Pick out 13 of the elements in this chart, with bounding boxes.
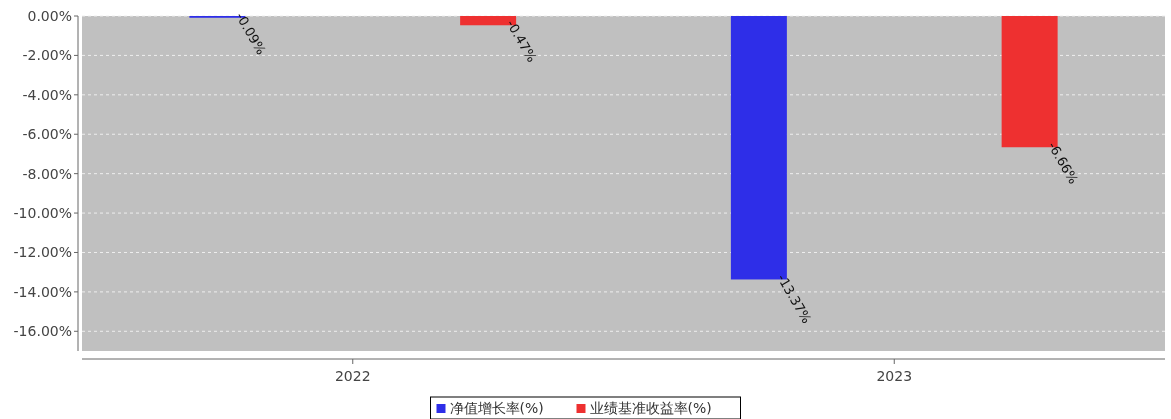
y-tick-label: -14.00% <box>13 283 72 300</box>
y-tick-label: -16.00% <box>13 323 72 340</box>
x-tick-label: 2022 <box>334 368 371 384</box>
legend-label: 净值增长率(%) <box>449 400 544 416</box>
y-tick-label: -4.00% <box>22 86 72 103</box>
x-tick-label: 2023 <box>876 368 913 384</box>
legend-label: 业绩基准收益率(%) <box>589 400 712 416</box>
y-tick-label: -8.00% <box>22 165 72 182</box>
y-tick-label: -2.00% <box>22 47 72 64</box>
y-tick-label: -6.00% <box>22 126 72 143</box>
y-tick-label: 0.00% <box>27 7 72 24</box>
y-tick-label: -10.00% <box>13 204 72 221</box>
y-tick-label: -12.00% <box>13 244 72 261</box>
